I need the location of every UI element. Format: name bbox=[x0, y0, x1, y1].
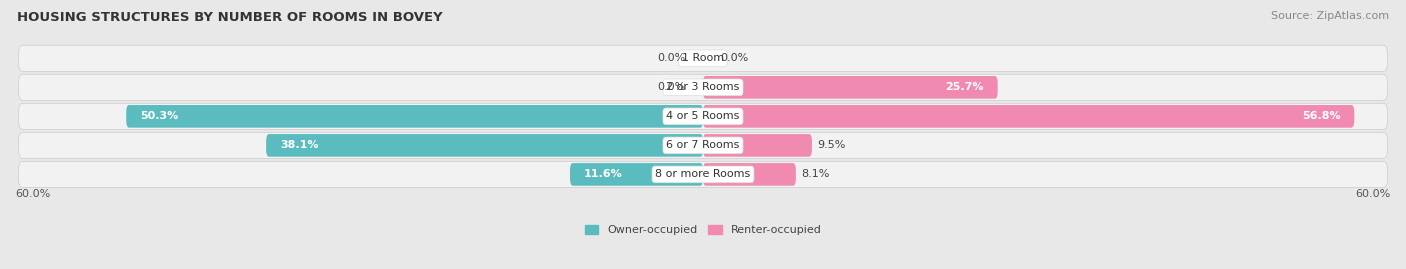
Text: 8 or more Rooms: 8 or more Rooms bbox=[655, 169, 751, 179]
FancyBboxPatch shape bbox=[18, 45, 1388, 71]
Text: 60.0%: 60.0% bbox=[15, 189, 51, 199]
Text: HOUSING STRUCTURES BY NUMBER OF ROOMS IN BOVEY: HOUSING STRUCTURES BY NUMBER OF ROOMS IN… bbox=[17, 11, 443, 24]
Text: 11.6%: 11.6% bbox=[583, 169, 623, 179]
FancyBboxPatch shape bbox=[569, 163, 703, 186]
Text: 4 or 5 Rooms: 4 or 5 Rooms bbox=[666, 111, 740, 121]
FancyBboxPatch shape bbox=[127, 105, 703, 128]
Text: 9.5%: 9.5% bbox=[818, 140, 846, 150]
Text: 8.1%: 8.1% bbox=[801, 169, 830, 179]
Text: 56.8%: 56.8% bbox=[1302, 111, 1340, 121]
FancyBboxPatch shape bbox=[18, 132, 1388, 158]
FancyBboxPatch shape bbox=[703, 163, 796, 186]
Text: 50.3%: 50.3% bbox=[141, 111, 179, 121]
FancyBboxPatch shape bbox=[18, 74, 1388, 100]
Text: 0.0%: 0.0% bbox=[720, 53, 748, 63]
FancyBboxPatch shape bbox=[703, 105, 1354, 128]
FancyBboxPatch shape bbox=[703, 76, 998, 99]
FancyBboxPatch shape bbox=[18, 103, 1388, 129]
Text: 2 or 3 Rooms: 2 or 3 Rooms bbox=[666, 82, 740, 92]
FancyBboxPatch shape bbox=[703, 134, 811, 157]
Text: 38.1%: 38.1% bbox=[280, 140, 318, 150]
Text: 25.7%: 25.7% bbox=[945, 82, 984, 92]
FancyBboxPatch shape bbox=[18, 161, 1388, 187]
Text: 0.0%: 0.0% bbox=[658, 82, 686, 92]
Text: 6 or 7 Rooms: 6 or 7 Rooms bbox=[666, 140, 740, 150]
Text: Source: ZipAtlas.com: Source: ZipAtlas.com bbox=[1271, 11, 1389, 21]
Text: 60.0%: 60.0% bbox=[1355, 189, 1391, 199]
Text: 0.0%: 0.0% bbox=[658, 53, 686, 63]
FancyBboxPatch shape bbox=[266, 134, 703, 157]
Legend: Owner-occupied, Renter-occupied: Owner-occupied, Renter-occupied bbox=[585, 225, 821, 235]
Text: 1 Room: 1 Room bbox=[682, 53, 724, 63]
